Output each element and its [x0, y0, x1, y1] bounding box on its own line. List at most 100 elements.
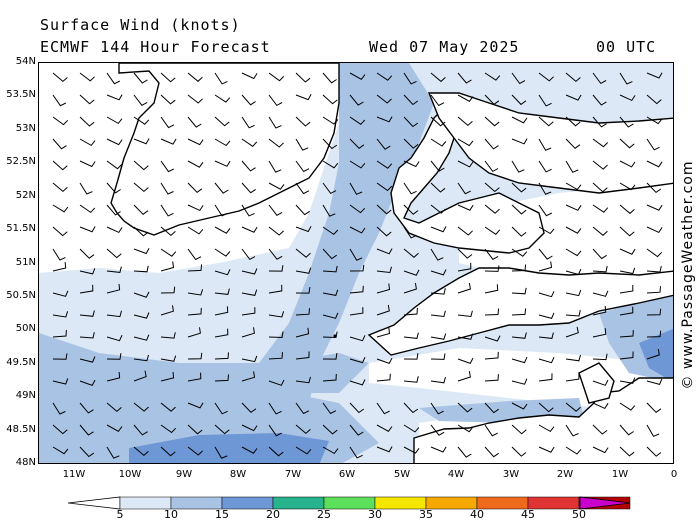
- wind-barb: [538, 424, 555, 433]
- wind-barb: [592, 379, 609, 386]
- wind-barb: [79, 94, 95, 105]
- wind-barb: [565, 226, 582, 234]
- wind-barb: [268, 72, 285, 82]
- wind-barb: [241, 307, 256, 316]
- wind-barb: [106, 310, 122, 318]
- wind-barbs: [52, 72, 663, 459]
- wind-barb: [592, 138, 609, 148]
- wind-barb: [565, 373, 580, 382]
- wind-barb: [241, 226, 258, 233]
- wind-barb: [79, 424, 94, 436]
- wind-barb: [403, 307, 418, 316]
- wind-barb: [52, 262, 67, 272]
- wind-barb: [484, 351, 499, 360]
- wind-barb: [646, 182, 662, 194]
- wind-barb: [349, 402, 365, 414]
- lon-label: 6W: [338, 469, 356, 480]
- wind-barb: [322, 446, 339, 455]
- wind-barb: [106, 72, 121, 85]
- wind-barb: [403, 402, 419, 414]
- wind-barb: [295, 267, 312, 274]
- legend-high-arrow: [579, 496, 631, 510]
- wind-barb: [403, 424, 420, 433]
- wind-barb: [322, 373, 337, 382]
- wind-barb: [619, 204, 635, 215]
- wind-barb: [538, 226, 555, 235]
- wind-barb: [295, 182, 310, 195]
- wind-barb: [214, 446, 228, 459]
- wind-barb: [295, 94, 312, 101]
- wind-barb: [106, 160, 123, 170]
- wind-barb: [646, 204, 663, 211]
- wind-barb: [538, 182, 552, 195]
- wind-barb: [619, 446, 635, 457]
- wind-barb: [646, 402, 662, 413]
- wind-barb: [403, 269, 420, 276]
- wind-barb: [214, 226, 231, 234]
- wind-barb: [619, 306, 634, 316]
- lat-label: 50N: [15, 323, 36, 334]
- wind-barb: [511, 287, 527, 295]
- wind-barb: [646, 424, 660, 437]
- wind-barb: [511, 248, 528, 257]
- lat-label: 52.5N: [6, 156, 36, 167]
- shade-10kt-irish-sea: [39, 63, 434, 463]
- wind-barb: [322, 248, 337, 260]
- wind-barb: [619, 329, 634, 338]
- wind-barb: [646, 265, 662, 273]
- wind-barb: [538, 261, 553, 272]
- wind-barb: [79, 402, 94, 414]
- wind-barb: [160, 286, 176, 294]
- wind-barb: [106, 248, 122, 259]
- wind-barb: [538, 204, 553, 217]
- wind-barb: [565, 160, 579, 173]
- wind-barb: [187, 94, 203, 104]
- wind-barb: [52, 353, 68, 360]
- wind-barb: [403, 226, 417, 239]
- wind-barb: [106, 334, 123, 342]
- wind-barb: [133, 248, 150, 255]
- wind-barb: [268, 331, 284, 339]
- wind-barb: [241, 424, 258, 432]
- wind-barb: [376, 248, 393, 255]
- wind-barb: [619, 182, 636, 191]
- wind-barb: [484, 446, 499, 458]
- wind-barb: [106, 116, 123, 125]
- wind-barb: [322, 116, 339, 125]
- wind-barb: [322, 204, 336, 217]
- legend-label: 45: [521, 508, 535, 521]
- wind-barb: [430, 310, 446, 318]
- wind-barb: [349, 204, 366, 214]
- lat-label: 52N: [15, 190, 36, 201]
- wind-barb: [214, 160, 231, 167]
- wind-barb: [646, 248, 663, 258]
- wind-barb: [214, 72, 228, 85]
- wind-barb: [322, 402, 337, 415]
- wind-barb: [430, 182, 446, 193]
- wind-barb: [133, 226, 149, 237]
- wind-barb: [538, 72, 554, 82]
- wind-barb: [619, 116, 634, 128]
- wind-barb: [106, 226, 123, 234]
- wind-barb: [187, 264, 203, 272]
- wind-barb: [565, 248, 582, 257]
- wind-barb: [511, 116, 528, 124]
- wind-barb: [403, 283, 417, 294]
- wind-barb: [349, 72, 366, 80]
- wind-barb: [79, 356, 96, 363]
- wind-barb: [484, 160, 499, 173]
- wind-barb: [592, 248, 607, 260]
- wind-barb: [160, 226, 176, 237]
- wind-barb: [376, 226, 392, 237]
- wind-barb: [268, 379, 285, 386]
- wind-barb: [619, 248, 636, 255]
- wind-barb: [511, 226, 527, 237]
- wind-barb: [160, 138, 177, 145]
- wind-barb: [241, 72, 258, 80]
- model-label: ECMWF 144 Hour Forecast: [40, 38, 271, 56]
- legend-label: 30: [368, 508, 382, 521]
- wind-barb: [376, 357, 393, 365]
- wind-barb: [403, 116, 419, 128]
- wind-barb: [592, 290, 609, 297]
- wind-barb: [430, 269, 447, 276]
